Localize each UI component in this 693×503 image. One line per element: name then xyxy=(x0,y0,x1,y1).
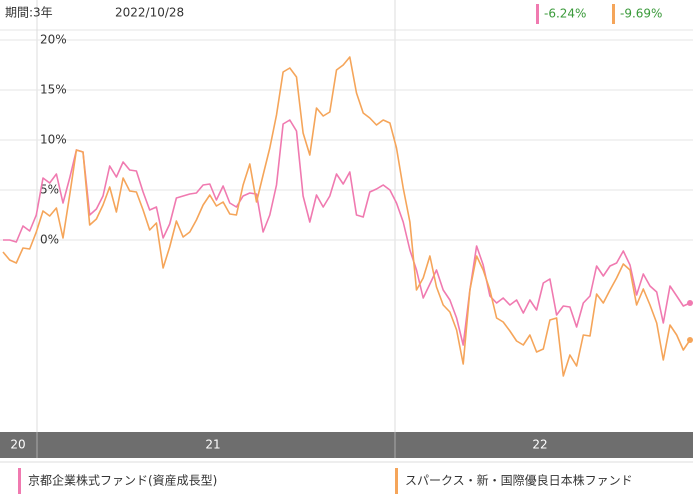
end-marker xyxy=(687,337,693,343)
series-line xyxy=(2,56,691,377)
summary-value: -9.69% xyxy=(620,7,662,21)
end-marker xyxy=(687,300,693,306)
summary-value: -6.24% xyxy=(544,7,586,21)
legend: 京都企業株式ファンド(資産成長型) スパークス・新・国際優良日本株ファンド xyxy=(18,468,633,494)
legend-label: スパークス・新・国際優良日本株ファンド xyxy=(405,473,633,488)
year-label: 22 xyxy=(532,438,547,452)
summary-marker xyxy=(612,4,615,24)
legend-marker xyxy=(18,468,21,494)
summary-marker xyxy=(536,4,539,24)
year-label: 21 xyxy=(205,438,220,452)
y-tick-label: 10% xyxy=(40,133,67,147)
period-label: 期間:3年 xyxy=(5,6,53,20)
y-tick-label: 0% xyxy=(40,233,59,247)
y-tick-label: 5% xyxy=(40,183,59,197)
year-label: 20 xyxy=(10,438,25,452)
legend-label: 京都企業株式ファンド(資産成長型) xyxy=(28,473,217,488)
y-tick-label: 15% xyxy=(40,83,67,97)
series-line xyxy=(3,119,691,346)
date-label: 2022/10/28 xyxy=(115,6,184,20)
y-tick-label: 20% xyxy=(40,33,67,47)
year-bar xyxy=(0,432,693,458)
legend-marker xyxy=(395,468,398,494)
